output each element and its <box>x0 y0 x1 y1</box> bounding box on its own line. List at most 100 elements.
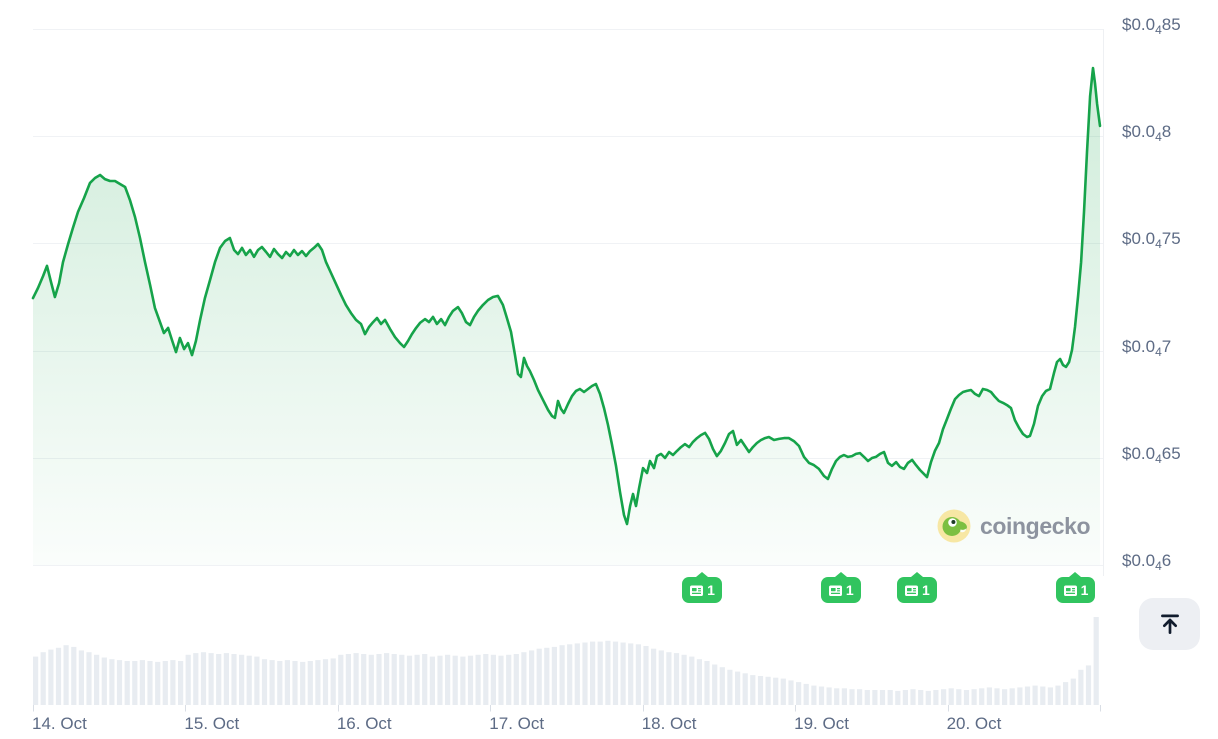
volume-bar <box>925 690 931 705</box>
volume-bar <box>513 654 519 705</box>
volume-bar <box>406 655 413 705</box>
volume-bar <box>956 689 962 705</box>
volume-bar <box>971 689 977 705</box>
volume-bar <box>429 656 435 705</box>
volume-bar <box>857 689 863 705</box>
volume-bar <box>887 690 893 705</box>
volume-bar <box>101 657 107 705</box>
x-axis-label: 20. Oct <box>946 714 1002 733</box>
coingecko-watermark: coingecko <box>937 509 1091 543</box>
volume-bar <box>590 641 596 705</box>
volume-bar <box>826 687 832 705</box>
volume-bar <box>124 661 130 705</box>
scroll-to-top-button[interactable] <box>1139 598 1200 650</box>
badge-notch <box>910 572 923 577</box>
price-area-fill <box>33 68 1100 565</box>
volume-bar <box>803 683 809 705</box>
volume-bar <box>261 659 268 705</box>
volume-bar <box>712 664 718 705</box>
volume-bar <box>757 676 764 705</box>
volume-bar <box>788 680 794 705</box>
volume-bar <box>1017 687 1023 705</box>
volume-bar <box>635 644 641 705</box>
volume-bar <box>1040 686 1046 705</box>
volume-bar <box>796 682 802 705</box>
volume-bar <box>521 652 527 705</box>
volume-bar <box>376 654 382 705</box>
volume-bar <box>841 688 847 705</box>
y-axis-label: $0.047 <box>1122 336 1172 359</box>
volume-bar <box>780 678 786 705</box>
volume-bar <box>689 656 695 705</box>
y-axis-label: $0.0485 <box>1122 15 1181 37</box>
volume-bar <box>628 643 634 705</box>
volume-bar <box>773 677 779 705</box>
volume-bar <box>1032 685 1038 705</box>
volume-bar <box>483 654 489 705</box>
volume-bar <box>872 690 878 705</box>
volume-bar <box>719 667 725 705</box>
watermark-text: coingecko <box>980 512 1091 539</box>
volume-bar <box>384 653 390 705</box>
volume-bar <box>849 689 855 705</box>
badge-notch <box>1069 572 1082 577</box>
x-axis-label: 18. Oct <box>641 714 697 733</box>
volume-bar <box>292 661 298 705</box>
volume-bar <box>1070 678 1076 705</box>
volume-bar <box>147 661 153 705</box>
y-axis-label: $0.0465 <box>1122 443 1181 466</box>
volume-bar <box>307 661 313 705</box>
volume-bar <box>239 654 245 705</box>
volume-bar <box>1024 686 1031 705</box>
volume-bar <box>170 660 176 705</box>
volume-bar <box>529 650 535 705</box>
volume-bar <box>452 655 458 705</box>
y-axis-label: $0.0475 <box>1122 229 1181 252</box>
news-badge[interactable]: 1 <box>897 572 937 603</box>
volume-bar <box>1002 689 1008 705</box>
news-badge[interactable]: 1 <box>682 572 722 603</box>
volume-bar <box>353 653 359 705</box>
volume-bar <box>696 659 702 705</box>
volume-bar <box>941 689 947 705</box>
volume-bar <box>246 655 252 705</box>
newspaper-icon <box>905 585 919 596</box>
volume-bar <box>33 656 39 705</box>
volume-bar <box>1093 617 1099 705</box>
volume-bar <box>109 659 115 705</box>
newspaper-icon <box>690 585 704 596</box>
volume-bar <box>208 653 214 705</box>
volume-bar <box>1085 665 1092 705</box>
newspaper-icon <box>1063 585 1077 596</box>
volume-bar <box>139 660 145 705</box>
volume-bar <box>727 669 733 705</box>
badge-notch <box>834 572 847 577</box>
volume-bar <box>78 650 84 705</box>
volume-bar <box>330 658 336 705</box>
volume-bar <box>704 661 710 705</box>
volume-bar <box>643 646 649 705</box>
volume-bar <box>460 656 466 705</box>
volume-bar <box>963 690 970 705</box>
volume-bar <box>879 690 886 705</box>
volume-bar <box>185 654 191 705</box>
volume-bar <box>116 660 123 705</box>
volume-bar <box>178 661 184 705</box>
volume-bar <box>467 655 474 705</box>
volume-bar <box>544 647 550 705</box>
volume-bar <box>63 645 69 705</box>
news-badge[interactable]: 1 <box>820 572 861 603</box>
volume-bar <box>223 653 229 705</box>
volume-bar <box>475 654 481 705</box>
volume-bar <box>673 653 680 705</box>
volume-bar <box>94 654 100 705</box>
volume-bar <box>490 654 496 705</box>
volume-bar <box>315 660 321 705</box>
x-axis-label: 15. Oct <box>184 714 240 733</box>
volume-bar <box>834 688 840 705</box>
coingecko-gecko-icon <box>937 509 971 543</box>
news-badge[interactable]: 1 <box>1055 572 1096 603</box>
volume-bar <box>437 655 443 705</box>
